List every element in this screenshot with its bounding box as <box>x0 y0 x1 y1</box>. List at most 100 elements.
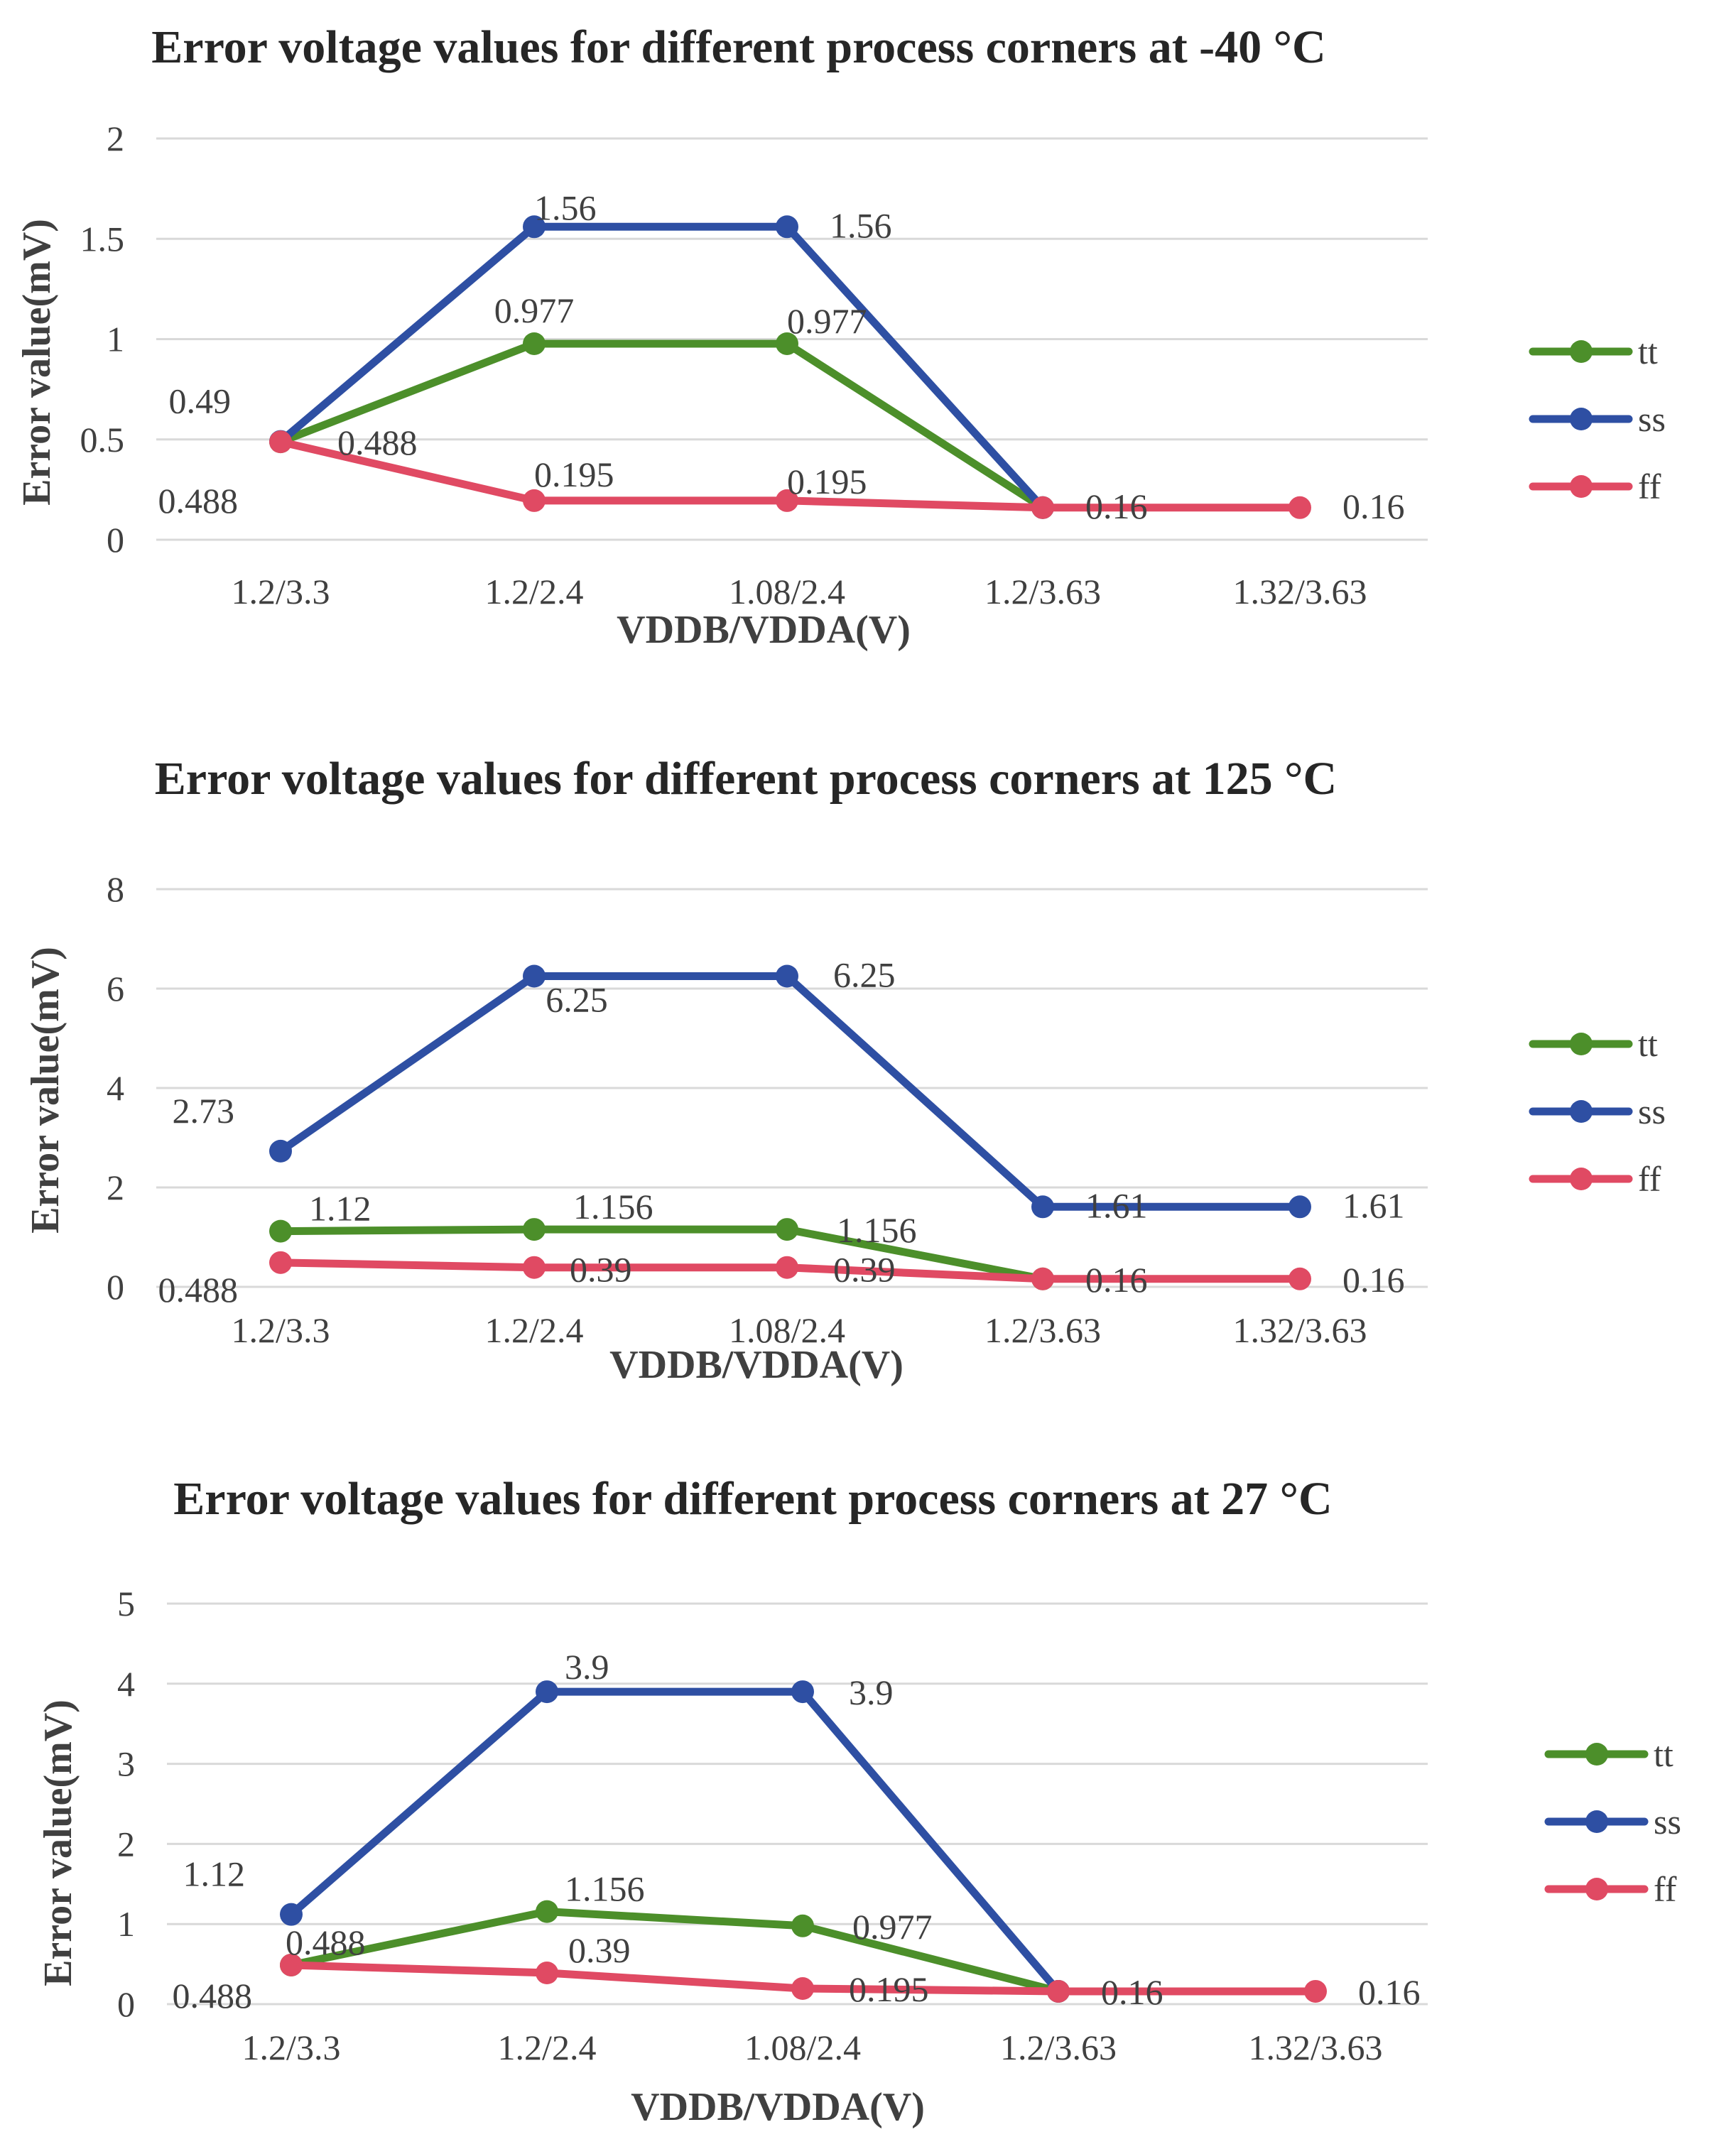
data-point-tt <box>536 1900 558 1923</box>
data-point-ff <box>1289 496 1311 519</box>
data-label-tt: 1.156 <box>837 1210 917 1250</box>
data-label-ff: 0.16 <box>1342 486 1405 526</box>
legend-label-tt: tt <box>1638 332 1658 371</box>
data-label-ff: 0.16 <box>1342 1260 1405 1300</box>
legend-marker-ss <box>1570 1100 1593 1123</box>
data-label-tt: 0.488 <box>286 1922 366 1962</box>
chart-125: Error voltage values for different proce… <box>23 753 1666 1387</box>
data-point-ss <box>523 215 546 239</box>
chart-panel-27: Error voltage values for different proce… <box>0 1456 1736 2154</box>
x-axis-title: VDDB/VDDA(V) <box>609 1343 904 1387</box>
data-label-ss: 1.56 <box>830 205 892 245</box>
y-tick-label: 1 <box>117 1904 135 1944</box>
series-line-tt <box>276 1225 1047 1283</box>
legend-label-tt: tt <box>1654 1734 1673 1774</box>
data-point-ff <box>280 1953 303 1976</box>
data-point-tt <box>791 1914 814 1937</box>
data-point-ff <box>536 1962 558 1985</box>
y-tick-label: 3 <box>117 1744 135 1784</box>
legend-marker-ff <box>1570 1168 1593 1190</box>
legend-label-ff: ff <box>1638 1159 1661 1199</box>
data-label-ss: 1.56 <box>534 187 597 227</box>
legend-label-tt: tt <box>1638 1024 1658 1064</box>
data-point-tt <box>776 332 798 355</box>
x-tick-label: 1.08/2.4 <box>729 572 845 611</box>
data-label-ff: 0.488 <box>158 481 239 521</box>
data-point-ss <box>1031 1195 1054 1219</box>
data-point-tt <box>523 332 546 355</box>
data-label-ss: 1.61 <box>1085 1185 1148 1225</box>
data-label-ff: 0.195 <box>849 1969 929 2009</box>
data-label-ff: 0.39 <box>570 1250 632 1290</box>
data-point-ff <box>1289 1267 1311 1290</box>
data-point-ff <box>1047 1979 1070 2003</box>
data-label-tt: 1.156 <box>573 1187 653 1226</box>
data-label-tt: 0.977 <box>787 301 867 341</box>
x-axis-title: VDDB/VDDA(V) <box>631 2085 925 2129</box>
legend-label-ss: ss <box>1638 1092 1666 1131</box>
series-line-tt <box>276 339 1047 512</box>
data-label-ss: 1.12 <box>183 1854 246 1894</box>
chart-title: Error voltage values for different proce… <box>173 1473 1332 1525</box>
data-label-tt: 0.977 <box>494 290 575 330</box>
legend-label-ss: ss <box>1654 1802 1681 1842</box>
legend-label-ff: ff <box>1654 1869 1677 1909</box>
data-point-ff <box>269 430 292 454</box>
x-tick-label: 1.32/3.63 <box>1233 572 1367 611</box>
legend-marker-ss <box>1585 1810 1608 1833</box>
x-tick-label: 1.2/3.3 <box>242 2028 341 2067</box>
data-label-ff: 0.39 <box>833 1250 896 1290</box>
x-tick-label: 1.2/3.63 <box>984 1310 1101 1350</box>
data-point-ff <box>1031 496 1054 519</box>
data-point-ff <box>1031 1267 1054 1290</box>
legend-marker-ff <box>1570 475 1593 498</box>
data-point-tt <box>776 1218 798 1241</box>
x-tick-label: 1.2/3.3 <box>232 572 330 611</box>
data-point-ss <box>269 1139 292 1163</box>
data-point-ss <box>1289 1195 1311 1219</box>
legend-marker-tt <box>1570 1033 1593 1055</box>
data-label-ff: 0.16 <box>1101 1972 1163 2012</box>
y-tick-label: 0 <box>107 1267 124 1307</box>
data-label-ff: 0.488 <box>173 1976 253 2016</box>
legend-marker-ss <box>1570 408 1593 430</box>
data-point-ff <box>776 1256 798 1279</box>
y-tick-label: 0 <box>107 520 124 560</box>
data-point-ss <box>776 215 798 239</box>
data-point-ff <box>776 489 798 512</box>
data-label-ss: 3.9 <box>565 1647 609 1687</box>
chart-minus40: Error voltage values for different proce… <box>15 21 1666 652</box>
y-axis-title: Error value(mV) <box>36 1699 80 1986</box>
data-label-ss: 1.61 <box>1342 1185 1405 1225</box>
chart-title: Error voltage values for different proce… <box>151 21 1325 73</box>
series-line-ss <box>276 972 1304 1211</box>
y-tick-label: 2 <box>117 1824 135 1864</box>
series-line-ss <box>276 222 1047 512</box>
x-tick-label: 1.2/3.63 <box>984 572 1101 611</box>
data-label-ss: 6.25 <box>833 955 896 995</box>
data-point-tt <box>269 1219 292 1243</box>
data-point-ss <box>776 964 798 988</box>
data-point-ff <box>269 1251 292 1274</box>
legend-marker-tt <box>1570 340 1593 363</box>
data-point-ss <box>791 1680 814 1704</box>
x-tick-label: 1.32/3.63 <box>1233 1310 1367 1350</box>
data-label-ff: 0.195 <box>787 462 867 501</box>
y-tick-label: 5 <box>117 1584 135 1623</box>
x-tick-label: 1.08/2.4 <box>744 2028 861 2067</box>
data-point-ff <box>1304 1979 1327 2003</box>
y-tick-label: 1 <box>107 320 124 359</box>
legend-marker-tt <box>1585 1743 1608 1766</box>
legend-label-ff: ff <box>1638 467 1661 506</box>
x-tick-label: 1.2/2.4 <box>485 572 584 611</box>
series-line-tt <box>287 1908 1063 1996</box>
data-label-ss: 6.25 <box>546 980 608 1020</box>
y-axis-title: Error value(mV) <box>15 219 59 506</box>
data-label-tt: 1.156 <box>565 1869 645 1909</box>
x-tick-label: 1.32/3.63 <box>1249 2028 1383 2067</box>
y-tick-label: 2 <box>107 1168 124 1207</box>
x-axis-title: VDDB/VDDA(V) <box>617 608 911 652</box>
y-tick-label: 0 <box>117 1984 135 2024</box>
series-line-ss <box>287 1687 1063 1996</box>
data-label-ff: 0.16 <box>1358 1972 1421 2012</box>
